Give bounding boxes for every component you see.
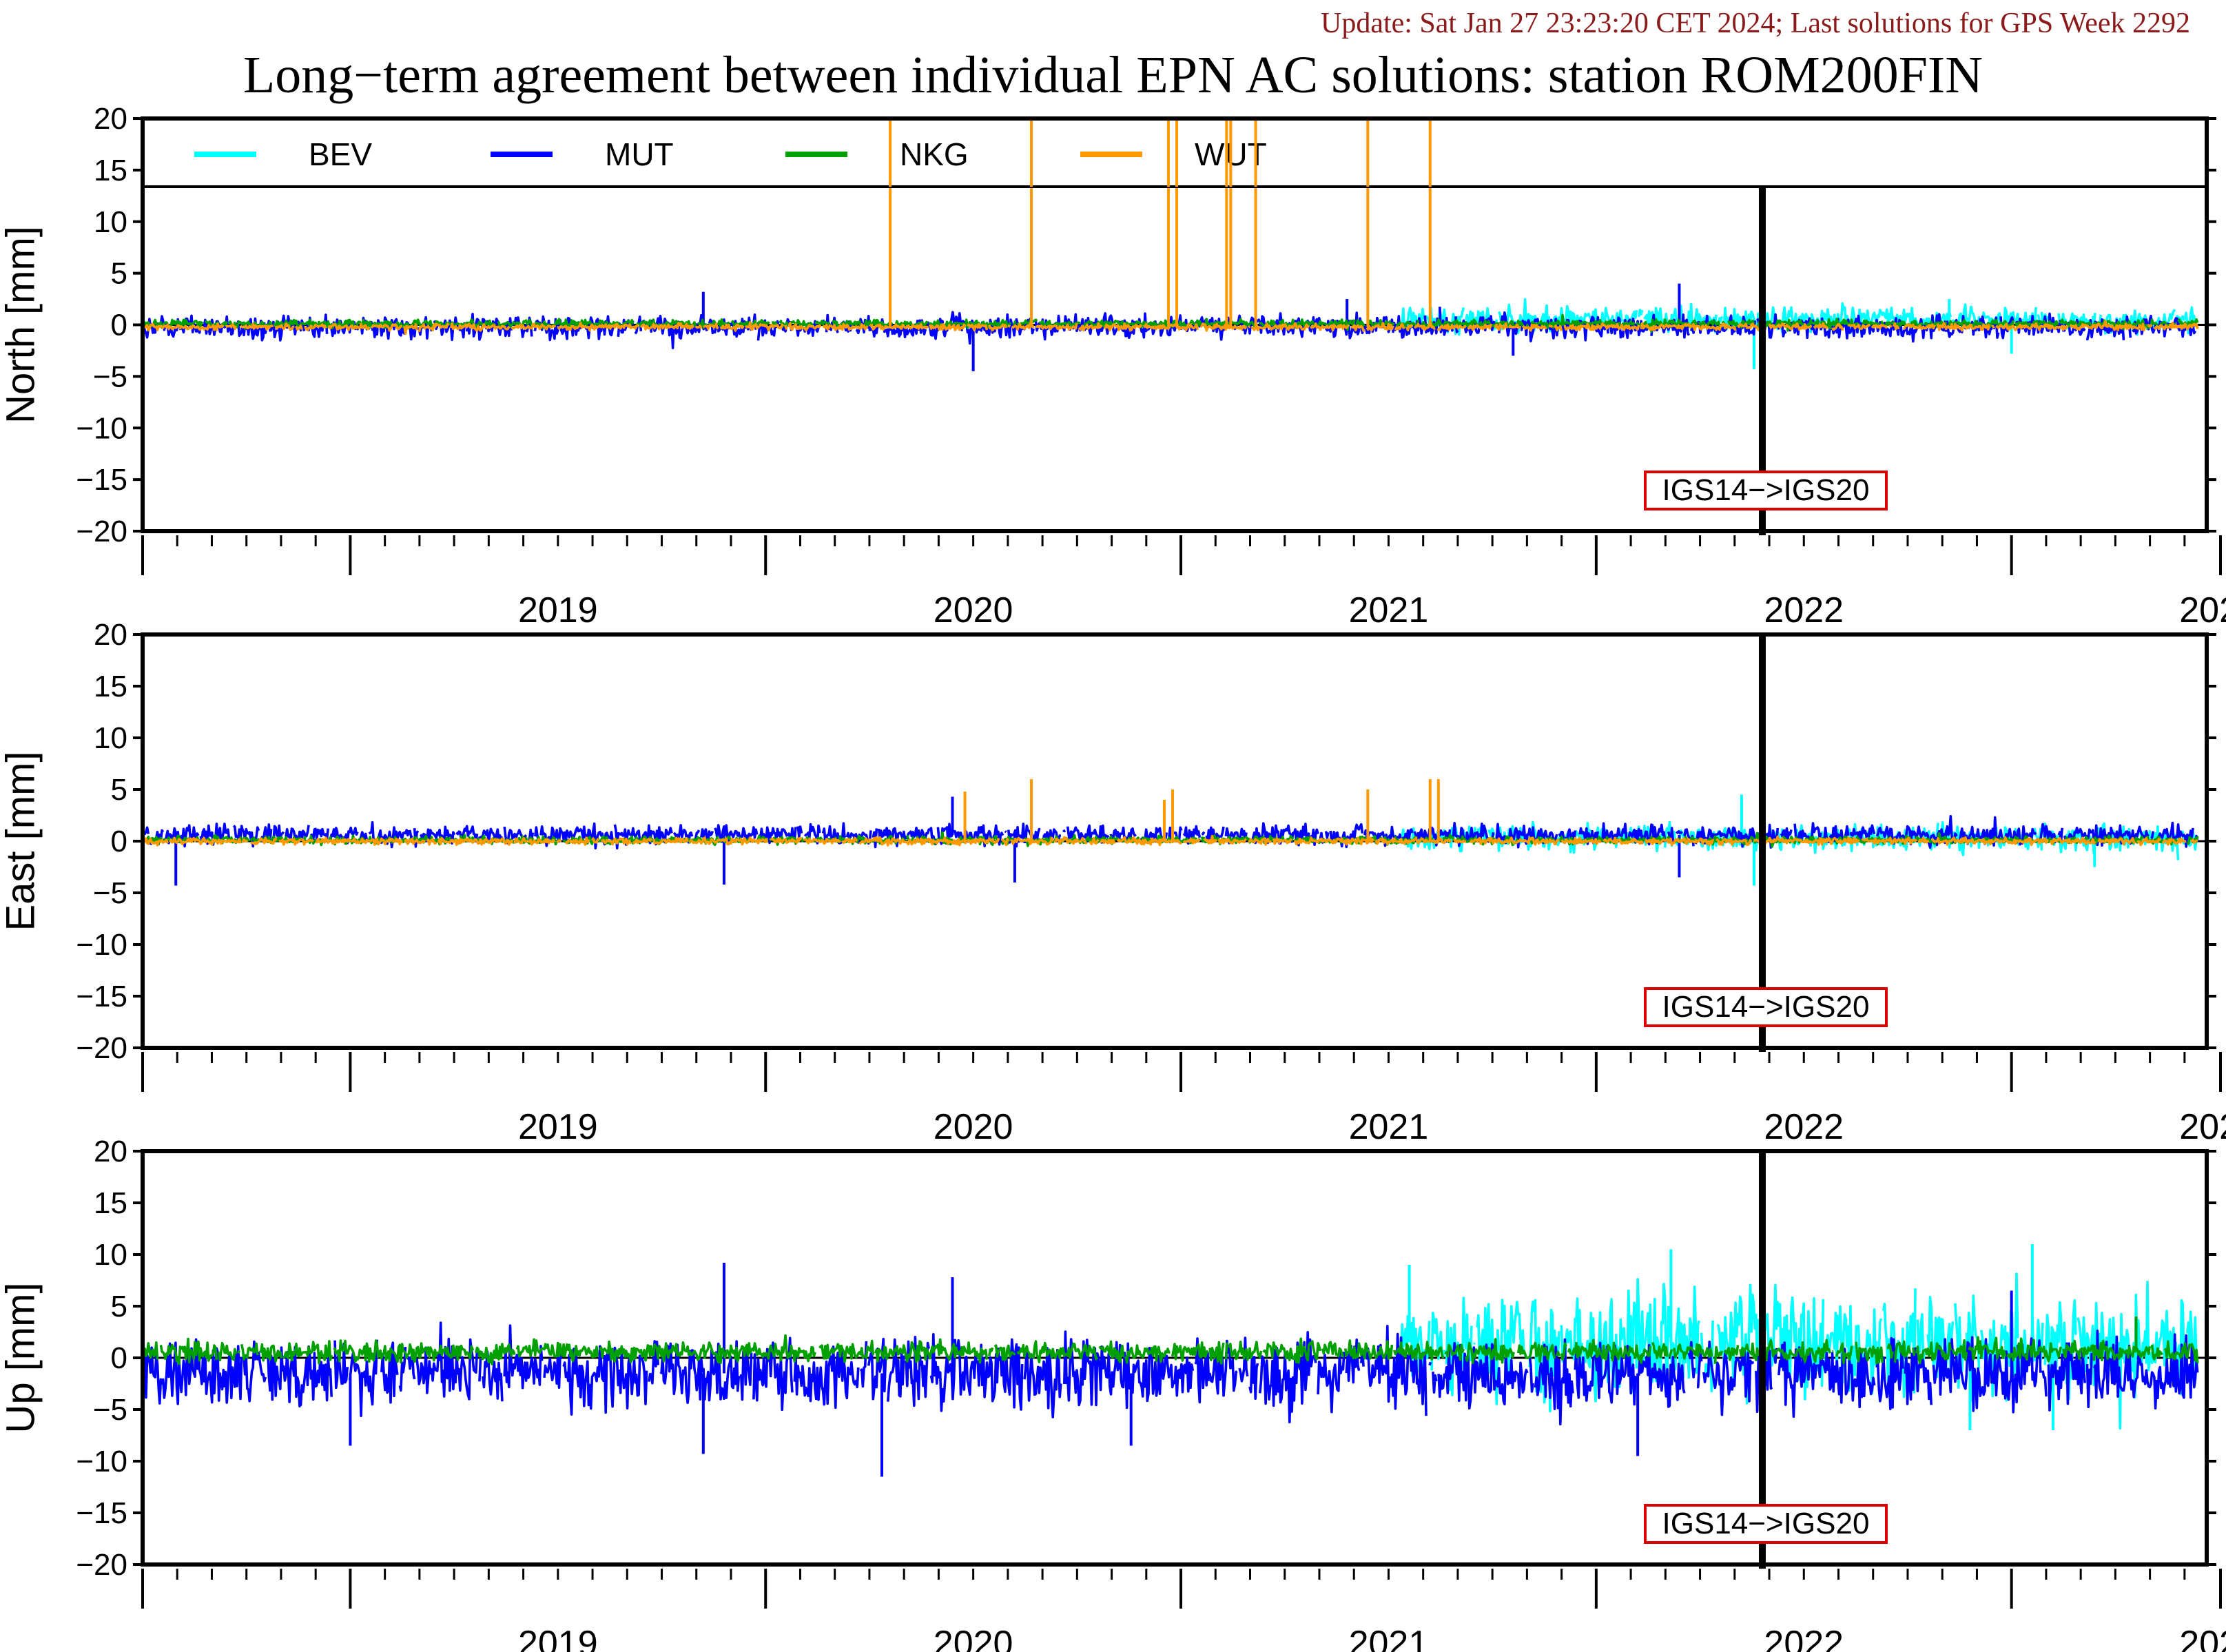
event-marker-box	[1643, 987, 1888, 1027]
x-tick-label: 2021	[1349, 1107, 1429, 1147]
series-line-wut	[143, 320, 2199, 335]
y-axis-label: Up [mm]	[0, 1282, 43, 1433]
y-tick-label: −5	[93, 1393, 127, 1427]
y-tick-label: 5	[111, 1290, 127, 1323]
y-tick-label: 0	[111, 309, 127, 342]
panel-east: 20 15 10 5 0 −5 −10 −15 −20 East [mm] IGS14−>IGS20…	[0, 618, 2226, 1147]
y-tick-label: −15	[76, 980, 127, 1013]
plot-frame	[141, 632, 2209, 1050]
plot-frame	[141, 1149, 2209, 1567]
y-tick-label: 15	[94, 154, 127, 187]
x-tick-label: 2023	[2179, 1624, 2226, 1652]
x-tick-label: 2019	[518, 590, 598, 630]
plot-frame	[141, 116, 2209, 533]
legend-label-mut: MUT	[605, 136, 674, 172]
series-line-nkg	[143, 1334, 2199, 1365]
x-tick-label: 2022	[1764, 1624, 1844, 1652]
y-tick-label: −15	[76, 463, 127, 497]
x-tick-label: 2019	[518, 1624, 598, 1652]
event-marker-label: IGS14−>IGS20	[1662, 1507, 1870, 1540]
y-tick-label: 15	[94, 1186, 127, 1220]
x-tick-label: 2020	[934, 590, 1013, 630]
panel-up: 20 15 10 5 0 −5 −10 −15 −20 Up [mm] IGS14−>IGS20 20…	[0, 1135, 2226, 1652]
x-tick-label: 2020	[934, 1624, 1013, 1652]
x-tick-label: 2022	[1764, 590, 1844, 630]
y-tick-label: −5	[93, 360, 127, 393]
x-tick-label: 2021	[1349, 1624, 1429, 1652]
event-marker-label: IGS14−>IGS20	[1662, 990, 1870, 1024]
x-tick-label: 2020	[934, 1107, 1013, 1147]
series-line-mut	[143, 1321, 2199, 1426]
update-timestamp: Update: Sat Jan 27 23:23:20 CET 2024; La…	[1320, 8, 2190, 39]
y-tick-label: 15	[94, 670, 127, 703]
y-tick-label: −20	[76, 1031, 127, 1065]
y-tick-label: 5	[111, 773, 127, 807]
y-tick-label: −10	[76, 928, 127, 962]
y-tick-label: 0	[111, 1341, 127, 1375]
y-tick-label: −15	[76, 1496, 127, 1530]
event-marker-label: IGS14−>IGS20	[1662, 473, 1870, 507]
x-tick-label: 2023	[2179, 1107, 2226, 1147]
y-tick-label: 20	[94, 1135, 127, 1168]
x-tick-label: 2022	[1764, 1107, 1844, 1147]
series-group	[143, 779, 2199, 886]
y-axis-label: East [mm]	[0, 751, 43, 931]
y-tick-label: −10	[76, 411, 127, 445]
event-marker-box	[1643, 471, 1888, 510]
legend-label-nkg: NKG	[900, 136, 969, 172]
y-tick-label: 20	[94, 618, 127, 652]
series-line-wut	[143, 834, 2198, 847]
y-tick-label: 5	[111, 257, 127, 291]
y-tick-label: −10	[76, 1445, 127, 1478]
y-tick-label: 0	[111, 825, 127, 858]
panel-north: 20 15 10 5 0 −5 −10 −15 −20 North [mm] IGS14−>IGS2…	[0, 102, 2226, 630]
y-tick-label: 10	[94, 1238, 127, 1272]
chart-title: Long−term agreement between individual E…	[243, 46, 1983, 104]
y-tick-label: 20	[94, 102, 127, 136]
x-tick-label: 2021	[1349, 590, 1429, 630]
legend-label-bev: BEV	[309, 136, 372, 172]
y-tick-label: −20	[76, 515, 127, 548]
y-tick-label: 10	[94, 721, 127, 755]
x-tick-label: 2019	[518, 1107, 598, 1147]
legend-background	[143, 118, 2207, 187]
event-marker-box	[1643, 1504, 1888, 1544]
y-axis-label: North [mm]	[0, 226, 43, 424]
y-tick-label: 10	[94, 205, 127, 239]
x-tick-label: 2023	[2179, 590, 2226, 630]
y-tick-label: −5	[93, 876, 127, 910]
series-group	[143, 1244, 2199, 1477]
y-tick-label: −20	[76, 1548, 127, 1582]
